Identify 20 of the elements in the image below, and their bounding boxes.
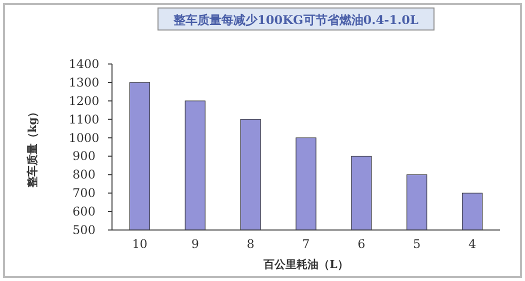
y-axis-title: 整车质量（kg）: [26, 106, 39, 189]
y-tick-label: 1100: [68, 112, 100, 126]
x-tick-label: 7: [302, 237, 310, 251]
x-tick-label: 8: [246, 237, 254, 251]
y-tick-label: 1200: [68, 94, 100, 108]
y-tick-label: 900: [72, 149, 96, 164]
y-tick-label: 1400: [68, 57, 100, 71]
y-tick-label: 700: [72, 186, 96, 200]
chart-title: 整车质量每减少100KG可节省燃油0.4-1.0L: [172, 13, 420, 27]
y-tick-label: 600: [72, 204, 96, 219]
x-tick-label: 5: [413, 237, 421, 251]
x-tick-label: 9: [191, 237, 199, 251]
x-axis-title: 百公里耗油（L）: [262, 258, 348, 271]
y-tick-label: 800: [72, 168, 96, 182]
x-tick-label: 10: [132, 237, 148, 251]
y-tick-label: 1300: [68, 75, 100, 90]
y-tick-label: 500: [72, 223, 96, 237]
x-tick-label: 4: [468, 237, 476, 251]
x-tick-label: 6: [358, 237, 366, 251]
y-tick-label: 1000: [68, 130, 100, 145]
